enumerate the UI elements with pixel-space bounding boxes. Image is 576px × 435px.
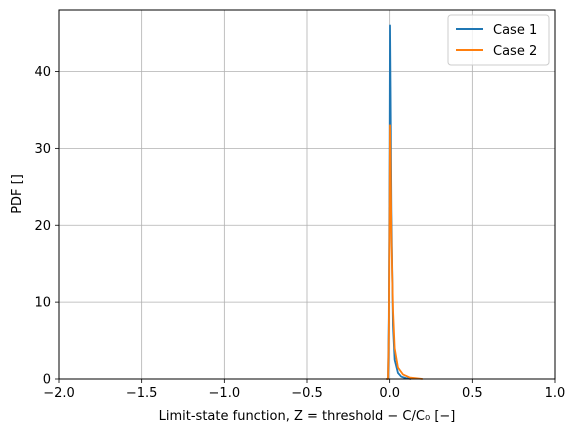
y-axis-ticks: 0 10 20 30 40 [34,65,59,388]
legend-label-case-2: Case 2 [493,44,537,59]
y-tick-label: 30 [34,142,51,157]
x-tick-label: −1.0 [209,386,241,401]
x-axis-label: Limit-state function, Z = threshold − C/… [159,409,456,424]
legend: Case 1 Case 2 [447,14,550,66]
y-axis-label: PDF [] [10,174,25,214]
x-tick-label: 0.0 [379,386,400,401]
y-tick-label: 10 [34,296,51,311]
y-tick-label: 20 [34,219,51,234]
y-tick-label: 0 [43,373,51,388]
x-tick-label: 0.5 [462,386,483,401]
legend-box [447,14,550,66]
y-tick-label: 40 [34,65,51,80]
legend-label-case-1: Case 1 [493,23,537,38]
x-axis-ticks: −2.0 −1.5 −1.0 −0.5 0.0 0.5 1.0 [43,379,565,401]
x-tick-label: −2.0 [43,386,75,401]
series-line-case-2 [386,124,423,380]
series-lines [386,24,423,380]
x-tick-label: 1.0 [545,386,566,401]
x-tick-label: −0.5 [291,386,323,401]
x-tick-label: −1.5 [126,386,158,401]
